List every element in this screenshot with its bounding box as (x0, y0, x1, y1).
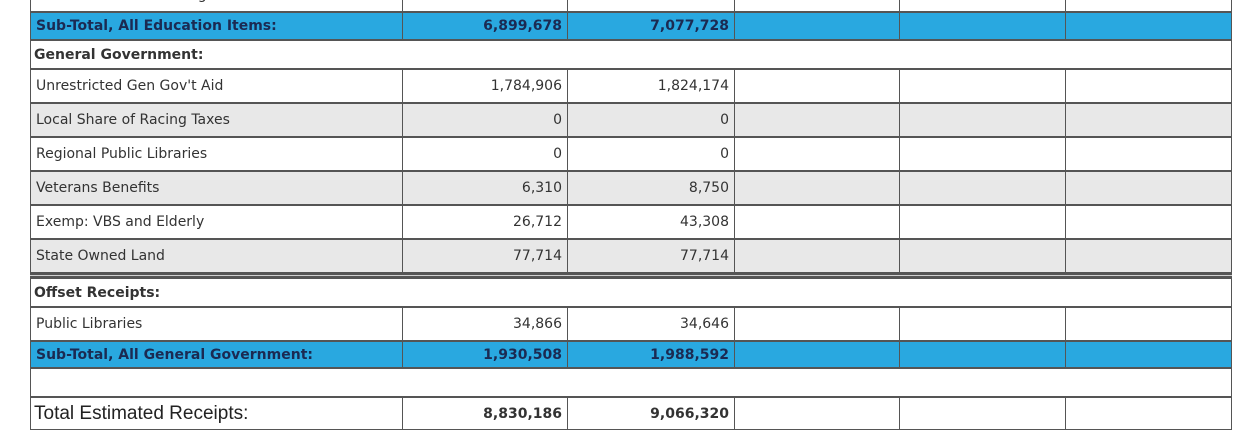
label: Unrestricted Gen Gov't Aid (30, 69, 403, 103)
value: 26,712 (403, 205, 568, 239)
section-row: Offset Receipts: (30, 278, 1232, 307)
row: Exemp: VBS and Elderly 26,712 43,308 (30, 205, 1232, 239)
row: Public Libraries 34,866 34,646 (30, 307, 1232, 341)
value: 1,988,592 (568, 341, 735, 368)
subtotal-row: Sub-Total, All General Government: 1,930,… (30, 341, 1232, 368)
value: 77,714 (403, 239, 568, 273)
empty-row (30, 368, 1232, 397)
label: Regional Public Libraries (30, 137, 403, 171)
label: Total Estimated Receipts: (30, 397, 403, 430)
row: Local Share of Racing Taxes 0 0 (30, 103, 1232, 137)
row: Regional Public Libraries 0 0 (30, 137, 1232, 171)
value: 0 (403, 137, 568, 171)
value: 34,866 (403, 307, 568, 341)
row: School Choice Receiving Tuition 0 (30, 0, 1232, 12)
value: 0 (403, 103, 568, 137)
row: Veterans Benefits 6,310 8,750 (30, 171, 1232, 205)
value: 0 (568, 103, 735, 137)
label: Public Libraries (30, 307, 403, 341)
value: 6,310 (403, 171, 568, 205)
row: State Owned Land 77,714 77,714 (30, 239, 1232, 273)
label: Sub-Total, All General Government: (30, 341, 403, 368)
value: 1,930,508 (403, 341, 568, 368)
value: 8,750 (568, 171, 735, 205)
value: 1,784,906 (403, 69, 568, 103)
label: School Choice Receiving Tuition (30, 0, 403, 12)
value: 34,646 (568, 307, 735, 341)
total-row: Total Estimated Receipts: 8,830,186 9,066,… (30, 397, 1232, 430)
value: 1,824,174 (568, 69, 735, 103)
section-row: General Government: (30, 40, 1232, 69)
value: 9,066,320 (568, 397, 735, 430)
value: 7,077,728 (568, 12, 735, 40)
label: Local Share of Racing Taxes (30, 103, 403, 137)
value: 0 (568, 137, 735, 171)
row: Unrestricted Gen Gov't Aid 1,784,906 1,824… (30, 69, 1232, 103)
value: 0 (568, 0, 735, 12)
separator (30, 273, 1232, 278)
section-label: General Government: (30, 40, 1232, 69)
section-label: Offset Receipts: (30, 278, 1232, 307)
value: 8,830,186 (403, 397, 568, 430)
label: Exemp: VBS and Elderly (30, 205, 403, 239)
label: State Owned Land (30, 239, 403, 273)
value: 6,899,678 (403, 12, 568, 40)
value: 43,308 (568, 205, 735, 239)
label: Veterans Benefits (30, 171, 403, 205)
value: 77,714 (568, 239, 735, 273)
label: Sub-Total, All Education Items: (30, 12, 403, 40)
subtotal-row: Sub-Total, All Education Items: 6,899,678… (30, 12, 1232, 40)
